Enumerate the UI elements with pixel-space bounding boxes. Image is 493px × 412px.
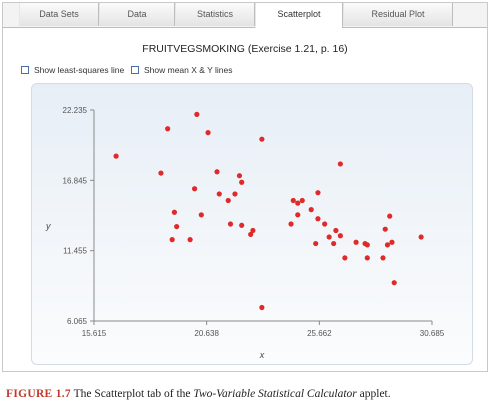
y-tick-label: 11.455 bbox=[63, 247, 87, 256]
data-point bbox=[288, 221, 294, 227]
tab-statistics[interactable]: Statistics bbox=[175, 3, 255, 26]
data-point bbox=[194, 111, 200, 117]
data-point bbox=[259, 136, 265, 142]
caption-text-1: The Scatterplot tab of the bbox=[70, 388, 194, 400]
data-point bbox=[239, 179, 245, 185]
data-point bbox=[299, 197, 305, 204]
data-point bbox=[158, 170, 164, 176]
tab-residual-plot[interactable]: Residual Plot bbox=[343, 3, 453, 26]
x-tick-label: 30.685 bbox=[420, 329, 445, 338]
data-point bbox=[418, 234, 424, 240]
data-point bbox=[227, 221, 234, 227]
data-point bbox=[236, 173, 243, 179]
data-point bbox=[315, 216, 321, 222]
data-point bbox=[113, 153, 119, 159]
applet-window: Data Sets Data Statistics Scatterplot Re… bbox=[2, 2, 488, 372]
tab-scatterplot[interactable]: Scatterplot bbox=[255, 3, 343, 28]
data-point bbox=[389, 239, 395, 245]
data-point bbox=[364, 242, 370, 248]
data-point bbox=[337, 161, 343, 167]
y-axis-label: y bbox=[45, 221, 51, 231]
data-point bbox=[337, 233, 343, 239]
data-point bbox=[187, 237, 193, 243]
data-point bbox=[198, 212, 204, 218]
data-point bbox=[214, 169, 220, 175]
data-point bbox=[250, 227, 256, 234]
data-point bbox=[225, 197, 231, 204]
x-tick-label: 20.638 bbox=[194, 329, 219, 338]
data-point bbox=[315, 190, 321, 196]
data-point bbox=[387, 213, 393, 219]
data-point bbox=[295, 200, 301, 206]
data-point bbox=[342, 255, 348, 261]
data-point bbox=[290, 197, 296, 204]
data-point bbox=[169, 237, 175, 243]
x-axis-label: x bbox=[259, 350, 265, 360]
y-tick-label: 16.845 bbox=[63, 176, 88, 185]
caption-applet-name: Two-Variable Statistical Calculator bbox=[193, 388, 357, 400]
data-points bbox=[113, 111, 424, 311]
data-point bbox=[364, 255, 370, 261]
scatterplot-chart: 6.065 11.455 16.845 22.235 15.615 20.638 25.6… bbox=[45, 106, 445, 360]
y-tick-label: 22.235 bbox=[63, 106, 88, 115]
plot-panel: 6.065 11.455 16.845 22.235 15.615 20.638 25.6… bbox=[31, 83, 473, 365]
tab-bar: Data Sets Data Statistics Scatterplot Re… bbox=[3, 3, 487, 28]
x-ticks: 15.615 20.638 25.662 30.685 bbox=[82, 321, 445, 338]
data-point bbox=[165, 126, 171, 132]
figure-label: FIGURE 1.7 bbox=[6, 388, 71, 400]
mean-lines-option[interactable]: Show mean X & Y lines bbox=[131, 65, 233, 75]
data-point bbox=[239, 222, 245, 228]
data-point bbox=[191, 186, 198, 192]
data-point bbox=[391, 280, 397, 286]
data-point bbox=[216, 191, 222, 197]
least-squares-checkbox[interactable] bbox=[21, 66, 29, 74]
data-point bbox=[295, 212, 301, 218]
data-point bbox=[248, 231, 254, 238]
mean-lines-label: Show mean X & Y lines bbox=[144, 65, 233, 75]
data-point bbox=[171, 209, 178, 215]
least-squares-option[interactable]: Show least-squares line bbox=[21, 65, 124, 75]
tab-data[interactable]: Data bbox=[99, 3, 175, 26]
least-squares-label: Show least-squares line bbox=[34, 65, 125, 75]
plot-title: FRUITVEGSMOKING (Exercise 1.21, p. 16) bbox=[142, 43, 348, 55]
data-point bbox=[174, 223, 180, 230]
figure-caption: FIGURE 1.7 The Scatterplot tab of the Tw… bbox=[6, 388, 490, 400]
data-point bbox=[382, 226, 388, 232]
x-tick-label: 25.662 bbox=[307, 329, 332, 338]
tab-data-sets[interactable]: Data Sets bbox=[19, 3, 99, 26]
data-point bbox=[380, 255, 386, 261]
data-point bbox=[326, 234, 332, 240]
data-point bbox=[205, 130, 211, 136]
data-point bbox=[331, 240, 337, 247]
caption-text-2: applet. bbox=[356, 388, 391, 400]
y-ticks: 6.065 11.455 16.845 22.235 bbox=[63, 106, 94, 326]
y-tick-label: 6.065 bbox=[67, 317, 88, 326]
mean-lines-checkbox[interactable] bbox=[131, 66, 139, 74]
data-point bbox=[308, 207, 314, 213]
x-tick-label: 15.615 bbox=[82, 329, 107, 338]
data-point bbox=[353, 239, 359, 245]
data-point bbox=[322, 221, 328, 227]
data-point bbox=[384, 242, 391, 248]
data-point bbox=[232, 191, 238, 197]
data-point bbox=[259, 304, 265, 311]
data-point bbox=[333, 227, 339, 234]
data-point bbox=[313, 240, 319, 247]
